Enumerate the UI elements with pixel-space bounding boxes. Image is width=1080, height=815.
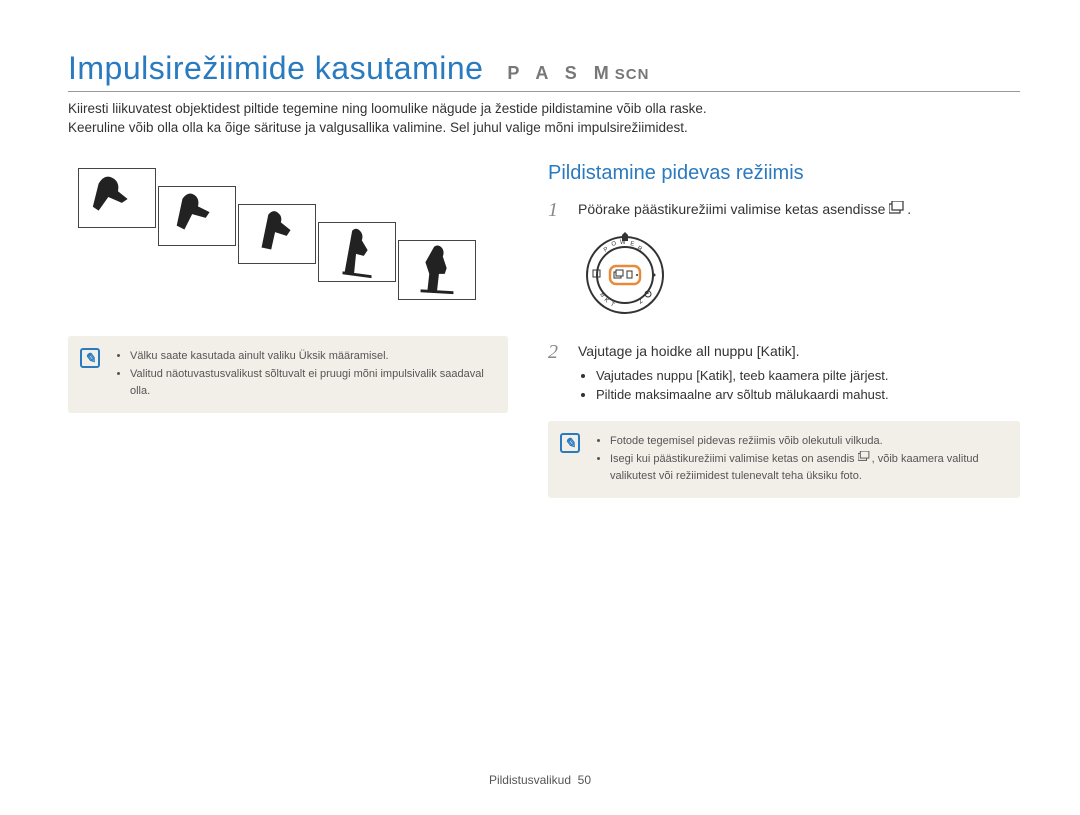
note-icon: ✎	[80, 348, 100, 368]
continuous-mode-icon	[858, 451, 872, 468]
burst-frames-illustration	[78, 168, 508, 308]
note-item: Valitud näotuvastusvalikust sõltuvalt ei…	[130, 366, 494, 399]
intro-line: Kiiresti liikuvatest objektidest piltide…	[68, 100, 1020, 119]
note-icon: ✎	[560, 433, 580, 453]
note-item: Välku saate kasutada ainult valiku Üksik…	[130, 348, 494, 365]
mode-dial-illustration: P O W E R B K T 2	[582, 232, 1020, 323]
page-title: Impulsirežiimide kasutamine	[68, 50, 483, 87]
title-row: Impulsirežiimide kasutamine P A S MSCN	[68, 50, 1020, 92]
step-number: 1	[548, 199, 566, 222]
mode-indicator: P A S MSCN	[507, 63, 649, 84]
step-number: 2	[548, 341, 566, 405]
continuous-mode-icon	[889, 200, 907, 221]
step-body: Vajutage ja hoidke all nuppu [Katik]. Va…	[578, 341, 1020, 405]
frame	[398, 240, 476, 300]
step-text: .	[907, 201, 911, 217]
step-text: Pöörake päästikurežiimi valimise ketas a…	[578, 201, 889, 217]
footer-page: 50	[578, 773, 591, 787]
frame	[158, 186, 236, 246]
frame	[78, 168, 156, 228]
mode-letters: P A S M	[507, 63, 614, 83]
note-box-right: ✎ Fotode tegemisel pidevas režiimis võib…	[548, 421, 1020, 499]
note-item: Fotode tegemisel pidevas režiimis võib o…	[610, 433, 1006, 450]
step-body: Pöörake päästikurežiimi valimise ketas a…	[578, 199, 1020, 222]
step-bullet: Vajutades nuppu [Katik], teeb kaamera pi…	[596, 366, 1020, 386]
page-footer: Pildistusvalikud 50	[0, 773, 1080, 787]
note-text: Isegi kui päästikurežiimi valimise ketas…	[610, 453, 858, 465]
svg-text:W: W	[620, 240, 626, 246]
mode-scn: SCN	[615, 66, 650, 83]
step-text: Vajutage ja hoidke all nuppu [Katik].	[578, 341, 1020, 362]
note-item: Isegi kui päästikurežiimi valimise ketas…	[610, 451, 1006, 484]
frame	[318, 222, 396, 282]
frame	[238, 204, 316, 264]
step-bullet: Piltide maksimaalne arv sõltub mälukaard…	[596, 385, 1020, 405]
section-subheading: Pildistamine pidevas režiimis	[548, 162, 1020, 185]
intro-line: Keeruline võib olla olla ka õige säritus…	[68, 119, 1020, 138]
footer-label: Pildistusvalikud	[489, 773, 571, 787]
right-column: Pildistamine pidevas režiimis 1 Pöörake …	[548, 162, 1020, 499]
note-box-left: ✎ Välku saate kasutada ainult valiku Üks…	[68, 336, 508, 414]
step-1: 1 Pöörake päästikurežiimi valimise ketas…	[548, 199, 1020, 222]
step-2: 2 Vajutage ja hoidke all nuppu [Katik]. …	[548, 341, 1020, 405]
intro-text: Kiiresti liikuvatest objektidest piltide…	[68, 100, 1020, 138]
left-column: ✎ Välku saate kasutada ainult valiku Üks…	[68, 162, 508, 499]
